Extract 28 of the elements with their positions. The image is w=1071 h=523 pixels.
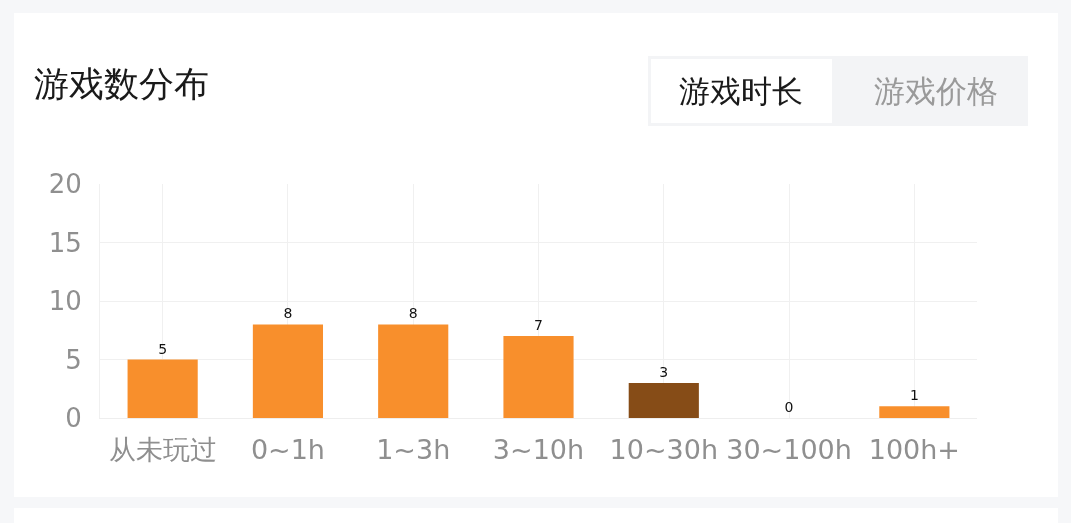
x-tick-label: 从未玩过 bbox=[108, 434, 217, 466]
x-tick-label: 1~3h bbox=[376, 434, 451, 466]
y-tick-label: 10 bbox=[48, 286, 82, 317]
x-tick-label: 0~1h bbox=[250, 434, 325, 466]
y-tick-label: 20 bbox=[48, 169, 82, 200]
y-tick-label: 15 bbox=[48, 227, 82, 258]
data-label: 5 bbox=[158, 340, 168, 357]
data-label: 1 bbox=[909, 387, 919, 404]
data-label: 7 bbox=[534, 317, 543, 334]
y-tick-label: 0 bbox=[65, 403, 82, 434]
bar bbox=[628, 382, 699, 418]
text: 游戏价格 bbox=[874, 73, 998, 109]
data-label: 3 bbox=[659, 363, 669, 380]
x-tick-label: 30~100h bbox=[726, 434, 852, 466]
chart-title: 游戏数分布 bbox=[34, 64, 209, 105]
data-label: 8 bbox=[408, 305, 418, 322]
x-tick-label: 10~30h bbox=[609, 434, 719, 466]
bar bbox=[378, 324, 449, 418]
bar bbox=[252, 324, 324, 418]
y-tick-label: 5 bbox=[65, 344, 82, 375]
x-tick-label: 3~10h bbox=[492, 434, 585, 466]
data-label: 8 bbox=[283, 305, 293, 322]
bar bbox=[879, 406, 950, 418]
text: 游戏时长 bbox=[679, 73, 803, 109]
bar bbox=[127, 359, 198, 418]
x-tick-label: 100h+ bbox=[868, 434, 960, 466]
data-label: 0 bbox=[784, 399, 794, 415]
bar bbox=[503, 336, 574, 418]
